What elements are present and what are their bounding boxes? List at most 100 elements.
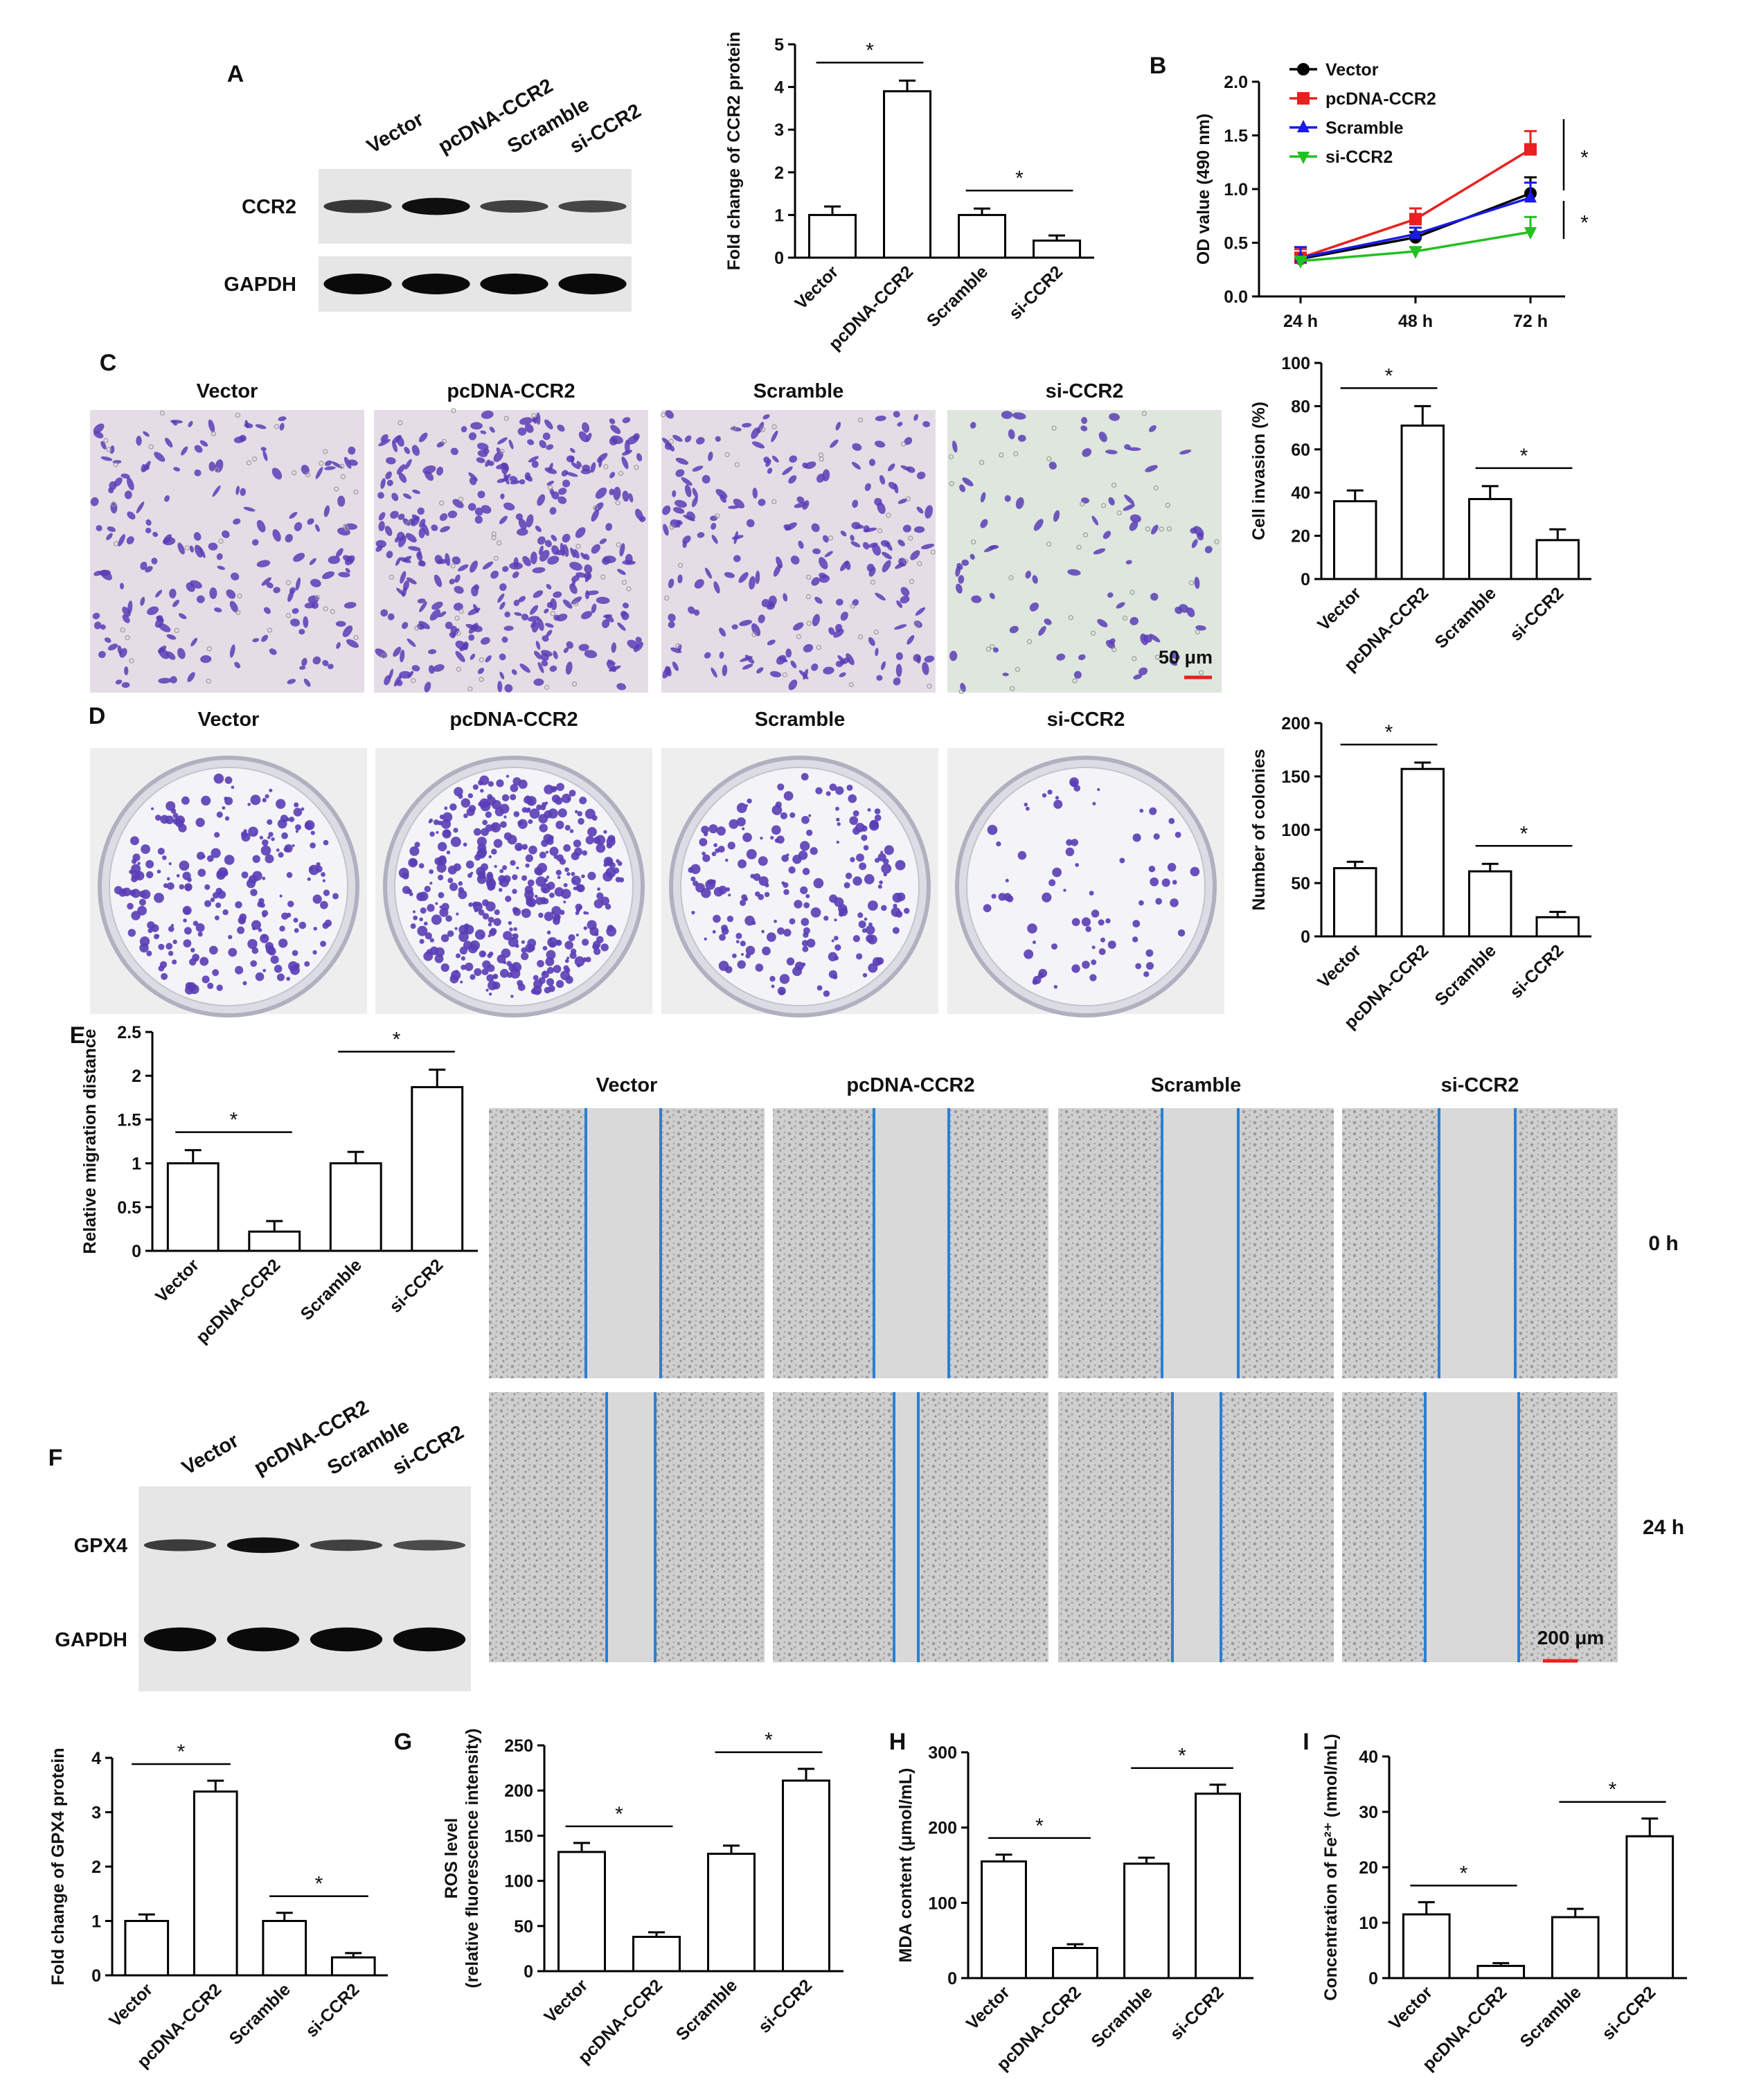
stained-cell	[585, 573, 591, 582]
colony	[753, 873, 761, 881]
y-axis-label: ROS level	[442, 1818, 461, 1899]
stained-cell	[776, 655, 787, 665]
colony	[419, 938, 425, 944]
colony	[241, 833, 251, 842]
stained-cell	[235, 486, 240, 495]
colony	[1172, 880, 1177, 885]
colony	[596, 892, 604, 900]
colony	[262, 914, 267, 918]
colony-image-vector	[90, 748, 367, 1017]
colony	[298, 921, 307, 929]
blot-band	[143, 1539, 217, 1551]
colony	[597, 887, 600, 891]
colony	[548, 892, 555, 898]
stained-cell	[212, 485, 221, 497]
colony	[615, 877, 621, 882]
colony	[766, 932, 776, 942]
colony	[738, 859, 747, 869]
colony	[474, 908, 479, 913]
colony	[510, 784, 519, 792]
colony	[740, 900, 747, 907]
colony	[1100, 937, 1105, 943]
stained-cell	[749, 576, 756, 590]
y-axis-label: Concentration of Fe²⁺ (nmol/mL)	[1321, 1734, 1341, 2000]
membrane-pore	[1072, 678, 1078, 684]
colony	[463, 813, 468, 819]
stained-cell	[1098, 431, 1107, 443]
stained-cell	[141, 463, 146, 472]
colony	[488, 781, 494, 788]
significance-star: *	[1520, 445, 1528, 468]
stained-cell	[477, 668, 485, 675]
colony	[170, 808, 177, 814]
stained-cell	[98, 650, 106, 659]
stained-cell	[767, 468, 773, 474]
colony	[179, 884, 185, 890]
stained-cell	[518, 596, 526, 603]
stained-cell	[438, 611, 447, 618]
stained-cell	[497, 593, 505, 603]
colony	[427, 904, 435, 912]
colony	[574, 956, 585, 967]
y-tick-label: 0.0	[1224, 287, 1248, 307]
stained-cell	[584, 564, 593, 574]
stained-cell	[504, 611, 510, 618]
stained-cell	[447, 510, 458, 519]
colony	[835, 786, 844, 795]
stained-cell	[767, 639, 776, 646]
membrane-pore	[1013, 451, 1019, 456]
colony	[1065, 847, 1075, 857]
colony	[494, 807, 504, 817]
blot-row-label: GAPDH	[55, 1629, 127, 1651]
colony	[571, 871, 575, 876]
stained-cell	[384, 675, 391, 686]
colony	[209, 945, 218, 955]
stained-cell	[392, 435, 402, 444]
data-point	[1524, 190, 1537, 203]
colony	[1092, 801, 1096, 806]
colony	[740, 952, 744, 956]
colony	[863, 845, 869, 851]
stained-cell	[757, 422, 765, 434]
colony	[332, 893, 339, 900]
membrane-pore	[113, 541, 119, 546]
x-tick-label: Scramble	[1431, 941, 1500, 1009]
colony	[1006, 895, 1014, 902]
colony	[276, 799, 286, 809]
colony	[548, 808, 558, 819]
stained-cell	[488, 461, 494, 466]
stained-cell	[549, 507, 557, 515]
bar-scramble	[262, 1920, 307, 1977]
colony	[146, 950, 152, 956]
colony	[515, 943, 519, 948]
stained-cell	[876, 675, 883, 681]
stained-cell	[828, 627, 835, 635]
stained-cell	[324, 466, 336, 470]
membrane-pore	[251, 456, 258, 462]
colony	[212, 969, 220, 977]
stained-cell	[541, 660, 548, 667]
stained-cell	[752, 488, 758, 499]
stained-cell	[261, 577, 271, 586]
stained-cell	[850, 535, 855, 542]
y-tick-label: 1.0	[1224, 180, 1248, 199]
colony	[895, 860, 906, 871]
colony	[1042, 892, 1052, 902]
membrane-pore	[1046, 456, 1052, 462]
stained-cell	[417, 550, 422, 558]
y-tick-label: 0	[1368, 1969, 1378, 1988]
colony	[481, 934, 484, 938]
bar-scramble	[1551, 1916, 1600, 1979]
significance-star: *	[615, 1803, 623, 1826]
colony	[407, 889, 412, 894]
colony	[474, 929, 485, 940]
stained-cell	[393, 646, 402, 657]
stained-cell	[850, 541, 861, 548]
x-tick-label: 72 h	[1513, 312, 1548, 331]
stained-cell	[958, 575, 965, 584]
stained-cell	[335, 621, 346, 627]
stained-cell	[1130, 616, 1139, 625]
colony	[499, 968, 509, 978]
x-tick-label: si-CCR2	[755, 1975, 816, 2037]
stained-cell	[468, 432, 477, 441]
